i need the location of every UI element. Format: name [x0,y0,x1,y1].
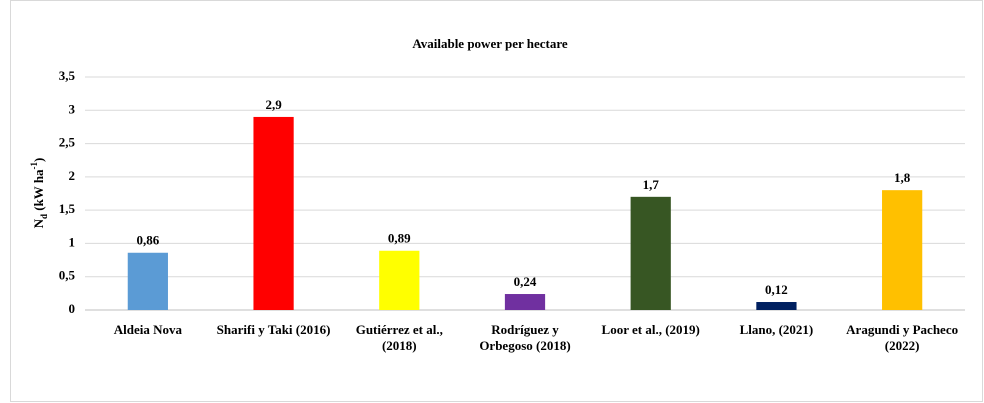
y-axis-label-part: N [31,218,46,228]
value-label: 0,12 [765,282,788,297]
bar [127,252,168,310]
chart-title: Available power per hectare [412,36,568,51]
value-label: 2,9 [265,97,282,112]
bar [756,302,797,310]
bar [504,294,546,310]
y-tick-label: 1,5 [59,201,76,216]
y-axis-label-part: d [39,214,49,219]
bar [253,116,294,310]
y-axis-label: Nd (kW ha-1) [29,158,49,229]
x-tick-label: Rodríguez y Orbegoso (2018) [479,322,571,353]
x-tick-label: Llano, (2021) [739,322,814,337]
value-label: 0,24 [514,274,537,289]
bar [882,190,923,310]
bar [379,250,420,310]
x-tick-label: Gutiérrez et al., (2018) [355,322,443,353]
y-axis-label-part: ) [31,158,46,162]
value-label: 0,86 [136,233,159,248]
y-axis-label-part: -1 [29,161,39,169]
x-tick-label: Loor et al., (2019) [601,322,700,337]
x-tick-label: Aragundi y Pacheco (2022) [846,322,959,353]
y-tick-label: 3,5 [59,68,76,83]
chart-border [10,0,983,402]
y-axis-label-part: (kW ha [31,169,46,214]
y-tick-label: 3 [69,101,76,116]
value-label: 0,89 [388,231,411,246]
x-tick-label: Sharifi y Taki (2016) [216,322,331,337]
y-tick-label: 0 [69,301,76,316]
value-label: 1,7 [643,177,660,192]
y-tick-label: 1 [69,234,76,249]
y-tick-label: 0,5 [59,268,76,283]
bar [630,196,671,310]
y-tick-label: 2 [69,168,76,183]
y-tick-label: 2,5 [59,135,76,150]
value-label: 1,8 [894,170,911,185]
x-tick-label: Aldeia Nova [113,322,182,337]
